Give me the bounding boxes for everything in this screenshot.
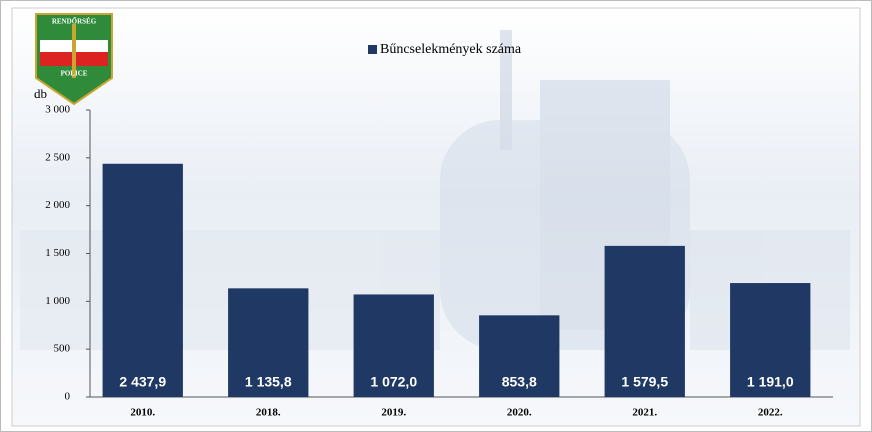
police-logo: RENDŐRSÉG POLICE xyxy=(35,13,113,106)
x-tick-label: 2022. xyxy=(758,407,783,419)
bar xyxy=(228,288,309,397)
x-tick-label: 2010. xyxy=(130,407,155,419)
logo-top-text: RENDŐRSÉG xyxy=(52,18,97,26)
value-label: 1 072,0 xyxy=(370,374,417,390)
y-tick-label: 1 500 xyxy=(45,247,70,259)
bar xyxy=(730,283,811,397)
bar xyxy=(353,294,434,397)
y-tick-label: 2 000 xyxy=(45,199,70,211)
x-tick-label: 2018. xyxy=(256,407,281,419)
x-tick-label: 2020. xyxy=(507,407,532,419)
bar xyxy=(102,163,183,397)
bar xyxy=(479,315,560,397)
value-label: 2 437,9 xyxy=(119,374,166,390)
legend-swatch xyxy=(368,45,377,54)
y-tick-label: 2 500 xyxy=(45,151,70,163)
legend-label: Bűncselekmények száma xyxy=(380,42,522,57)
bar xyxy=(604,245,685,397)
x-tick-label: 2021. xyxy=(632,407,657,419)
y-tick-label: 1 000 xyxy=(45,295,70,307)
logo-bottom-text: POLICE xyxy=(61,70,88,78)
value-label: 1 579,5 xyxy=(621,374,668,390)
y-axis-label: db xyxy=(34,86,47,101)
y-tick-label: 3 000 xyxy=(45,104,70,116)
value-label: 1 135,8 xyxy=(245,374,292,390)
y-tick-label: 0 xyxy=(65,391,71,403)
y-tick-label: 500 xyxy=(54,343,71,355)
value-label: 853,8 xyxy=(502,374,537,390)
x-tick-label: 2019. xyxy=(381,407,406,419)
value-label: 1 191,0 xyxy=(747,374,794,390)
